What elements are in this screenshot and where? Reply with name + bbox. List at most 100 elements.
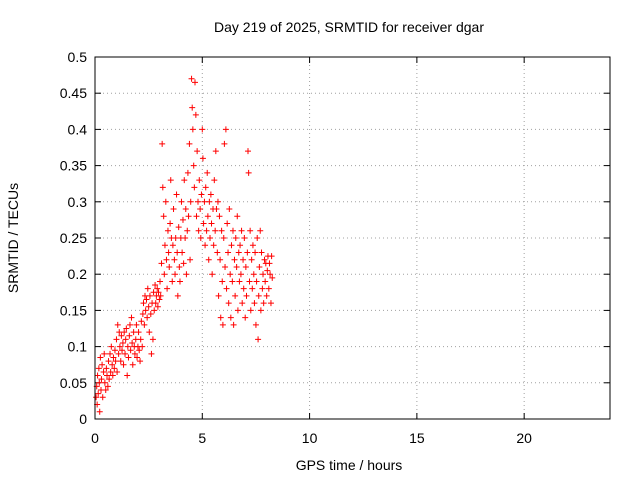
data-point	[189, 104, 196, 111]
y-tick-label: 0.2	[68, 266, 88, 282]
data-point	[116, 343, 123, 350]
data-point	[215, 292, 222, 299]
y-tick-label: 0.15	[60, 302, 87, 318]
data-point	[104, 383, 111, 390]
data-point	[93, 394, 100, 401]
data-point	[95, 390, 102, 397]
y-tick-label: 0.45	[60, 85, 87, 101]
data-point	[139, 343, 146, 350]
data-point	[149, 336, 156, 343]
data-point	[94, 372, 101, 379]
data-point	[100, 368, 107, 375]
data-point	[260, 271, 267, 278]
data-point	[181, 177, 188, 184]
data-point	[174, 292, 181, 299]
data-point	[182, 206, 189, 213]
data-point	[246, 278, 253, 285]
data-point	[232, 292, 239, 299]
data-point	[216, 213, 223, 220]
data-point	[255, 292, 262, 299]
data-point	[172, 235, 179, 241]
data-point	[155, 289, 162, 296]
data-point	[183, 271, 190, 278]
data-point	[214, 249, 221, 256]
data-point	[164, 227, 171, 234]
data-point	[176, 278, 183, 285]
data-point	[228, 242, 235, 249]
data-point	[194, 148, 201, 155]
data-point	[217, 314, 224, 321]
y-tick-label: 0.05	[60, 375, 87, 391]
data-point	[148, 350, 155, 357]
data-point	[219, 278, 226, 285]
data-point	[252, 321, 259, 328]
data-point	[98, 376, 105, 383]
y-tick-label: 0.35	[60, 158, 87, 174]
data-point	[235, 249, 242, 256]
data-point	[118, 332, 125, 339]
data-point	[222, 126, 229, 133]
data-point	[239, 300, 246, 307]
data-point	[189, 126, 196, 133]
data-point	[234, 213, 241, 220]
data-point	[204, 213, 211, 220]
data-point	[107, 350, 114, 357]
data-point	[184, 227, 191, 234]
data-point	[104, 372, 111, 379]
data-point	[221, 140, 228, 147]
data-point	[212, 148, 219, 155]
data-point	[144, 314, 151, 321]
data-point	[107, 368, 114, 375]
data-point	[161, 242, 168, 249]
data-point	[179, 216, 186, 223]
data-point	[185, 213, 192, 220]
data-point	[154, 285, 161, 292]
data-point	[136, 347, 143, 354]
data-point	[182, 235, 189, 241]
data-point	[144, 285, 151, 292]
data-point	[112, 358, 119, 365]
data-point	[197, 206, 204, 213]
y-tick-label: 0.1	[68, 339, 88, 355]
chart-title: Day 219 of 2025, SRMTID for receiver dga…	[214, 19, 484, 35]
data-point	[247, 227, 254, 234]
data-point	[103, 365, 110, 372]
data-point	[242, 263, 249, 270]
data-point	[178, 198, 185, 205]
data-point	[254, 235, 261, 241]
data-point	[253, 278, 260, 285]
data-point	[147, 311, 154, 318]
data-point	[141, 321, 148, 328]
data-point	[134, 354, 141, 361]
data-point	[191, 184, 198, 191]
data-point	[259, 285, 266, 292]
data-point	[267, 271, 274, 278]
data-point	[267, 300, 274, 307]
data-point	[225, 300, 232, 307]
data-point	[156, 296, 163, 303]
x-tick-label: 10	[302, 430, 318, 446]
data-point	[207, 235, 214, 241]
data-point	[238, 227, 245, 234]
data-point	[106, 376, 113, 383]
data-point	[165, 249, 172, 256]
x-tick-label: 20	[516, 430, 532, 446]
data-point	[137, 336, 144, 343]
data-point	[234, 307, 241, 314]
data-point	[184, 169, 191, 176]
data-point	[164, 285, 171, 292]
data-point	[176, 263, 183, 270]
data-point	[99, 394, 106, 401]
data-point	[241, 235, 248, 241]
data-point	[256, 263, 263, 270]
data-point	[109, 372, 116, 379]
data-point	[202, 242, 209, 249]
y-tick-label: 0.3	[68, 194, 88, 210]
data-point	[210, 242, 217, 249]
data-point	[225, 249, 232, 256]
data-point	[97, 354, 104, 361]
data-point	[208, 220, 215, 227]
data-point	[248, 256, 255, 263]
data-point	[193, 213, 200, 220]
